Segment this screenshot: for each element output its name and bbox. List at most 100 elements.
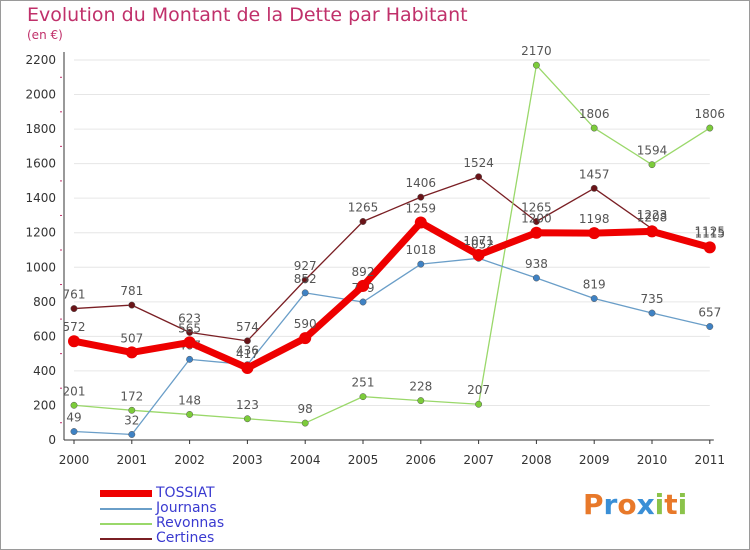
- data-label-revonnas: 2170: [521, 44, 552, 58]
- data-point-revonnas: [417, 397, 425, 405]
- data-label-revonnas: 98: [298, 402, 313, 416]
- y-tick-label: 1000: [25, 260, 56, 274]
- x-tick-label: 2006: [406, 453, 437, 467]
- y-tick-label: 1200: [25, 226, 56, 240]
- legend-item-journans: Journans: [100, 501, 224, 516]
- data-point-revonnas: [590, 124, 598, 132]
- legend-item-tossiat: TOSSIAT: [100, 486, 224, 501]
- data-point-revonnas: [706, 124, 714, 132]
- data-point-certines: [70, 305, 78, 313]
- data-label-certines: 574: [236, 320, 259, 334]
- data-label-tossiat: 1208: [637, 210, 668, 224]
- data-point-revonnas: [70, 401, 78, 409]
- data-point-tossiat: [646, 225, 658, 238]
- data-label-certines: 623: [178, 311, 201, 325]
- data-label-tossiat: 1259: [406, 202, 437, 216]
- logo-letter: i: [677, 488, 688, 521]
- x-tick-label: 2010: [637, 453, 668, 467]
- logo-letter: o: [617, 488, 637, 521]
- data-label-certines: 1265: [521, 201, 552, 215]
- data-label-certines: 1265: [348, 201, 379, 215]
- series-line-certines: [73, 176, 710, 342]
- data-point-journans: [706, 323, 714, 330]
- data-label-journans: 819: [583, 278, 606, 292]
- data-label-journans: 657: [698, 306, 721, 320]
- legend-swatch: [100, 522, 152, 525]
- data-point-certines: [186, 328, 194, 336]
- y-tick-label: 1800: [25, 122, 56, 136]
- data-label-tossiat: 507: [120, 331, 143, 345]
- data-label-revonnas: 1806: [579, 107, 610, 121]
- data-point-journans: [417, 260, 425, 268]
- data-point-journans: [301, 289, 309, 297]
- y-tick-label: 400: [33, 364, 56, 378]
- x-tick-label: 2000: [59, 453, 90, 467]
- y-tick-label: 800: [33, 295, 56, 309]
- data-point-journans: [590, 295, 598, 302]
- data-label-revonnas: 1594: [637, 144, 668, 158]
- data-point-certines: [359, 218, 367, 225]
- data-label-certines: 761: [63, 288, 86, 302]
- data-point-tossiat: [703, 241, 716, 254]
- legend-swatch: [100, 490, 152, 497]
- x-tick-label: 2009: [579, 453, 610, 467]
- data-point-tossiat: [125, 346, 138, 359]
- series-line-journans: [73, 257, 710, 436]
- data-label-revonnas: 251: [352, 376, 375, 390]
- data-label-tossiat: 572: [63, 320, 86, 334]
- data-label-certines: 781: [120, 284, 143, 298]
- data-point-certines: [532, 218, 540, 225]
- data-label-revonnas: 123: [236, 398, 259, 412]
- x-tick-label: 2008: [521, 453, 552, 467]
- data-point-revonnas: [475, 400, 483, 408]
- data-point-journans: [186, 355, 194, 363]
- data-label-journans: 436: [236, 344, 259, 358]
- data-label-tossiat: 417: [236, 347, 259, 361]
- data-point-tossiat: [472, 249, 485, 262]
- y-tick-label: 1600: [25, 157, 56, 171]
- data-label-journans: 32: [124, 413, 139, 427]
- data-label-tossiat: 565: [178, 321, 201, 335]
- data-point-revonnas: [301, 419, 309, 427]
- data-label-revonnas: 172: [120, 389, 143, 403]
- legend-label: TOSSIAT: [156, 485, 215, 501]
- x-tick-label: 2001: [117, 453, 148, 467]
- data-point-tossiat: [588, 227, 601, 240]
- logo-letter: P: [583, 488, 604, 521]
- data-point-revonnas: [243, 415, 251, 423]
- data-point-tossiat: [414, 216, 427, 229]
- data-label-journans: 852: [294, 272, 317, 286]
- x-tick-label: 2002: [174, 453, 205, 467]
- data-point-journans: [648, 309, 656, 317]
- legend-item-revonnas: Revonnas: [100, 516, 224, 531]
- y-tick-label: 2200: [25, 53, 56, 67]
- data-label-certines: 1406: [406, 176, 437, 190]
- data-point-certines: [301, 276, 309, 284]
- data-label-journans: 1018: [406, 243, 437, 257]
- legend-swatch: [100, 507, 152, 510]
- data-point-certines: [417, 193, 425, 201]
- proxiti-logo: Proxiti: [583, 488, 687, 521]
- legend: TOSSIAT Journans Revonnas Certines: [100, 486, 224, 546]
- chart-title: Evolution du Montant de la Dette par Hab…: [27, 4, 468, 26]
- legend-label: Journans: [156, 500, 217, 516]
- data-label-tossiat: 1200: [521, 212, 552, 226]
- x-tick-label: 2007: [463, 453, 494, 467]
- unit-label: (en €): [27, 28, 63, 42]
- logo-letter: r: [603, 488, 618, 521]
- data-point-revonnas: [648, 161, 656, 169]
- data-label-tossiat: 590: [294, 317, 317, 331]
- data-point-revonnas: [128, 406, 136, 414]
- data-label-certines: 927: [294, 259, 317, 273]
- data-label-tossiat: 1071: [463, 234, 494, 248]
- y-tick-label: 600: [33, 329, 56, 343]
- data-point-revonnas: [359, 393, 367, 401]
- series-line-tossiat: [73, 219, 711, 372]
- data-point-certines: [475, 173, 483, 181]
- data-point-tossiat: [299, 332, 312, 345]
- y-tick-label: 0: [48, 433, 56, 447]
- legend-label: Certines: [156, 530, 215, 546]
- data-label-journans: 735: [641, 292, 664, 306]
- y-tick-label: 200: [33, 398, 56, 412]
- data-point-tossiat: [530, 226, 543, 239]
